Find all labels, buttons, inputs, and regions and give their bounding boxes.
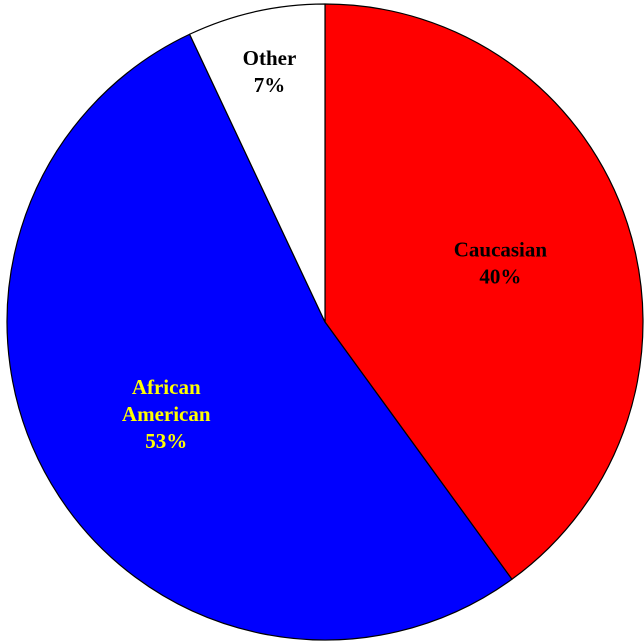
pie-category-label: Other: [243, 46, 297, 70]
pie-slice-african-american: [6, 33, 513, 641]
pie-value-label: 40%: [479, 264, 521, 288]
pie-value-label: 53%: [145, 429, 187, 453]
pie-category-label: African: [132, 375, 201, 399]
pie-value-label: 7%: [254, 73, 286, 97]
pie-category-label: Caucasian: [454, 237, 548, 261]
pie-label-african-american: African American 53%: [122, 375, 211, 453]
pie-label-caucasian: Caucasian 40%: [454, 237, 548, 288]
pie-slices: [6, 3, 644, 641]
pie-category-label: American: [122, 402, 211, 426]
pie-label-other: Other 7%: [243, 46, 297, 97]
pie-slice-other: [189, 3, 326, 323]
pie-labels: Caucasian 40% African American 53% Other 7%: [122, 46, 547, 453]
pie-slice-caucasian: [324, 3, 644, 580]
